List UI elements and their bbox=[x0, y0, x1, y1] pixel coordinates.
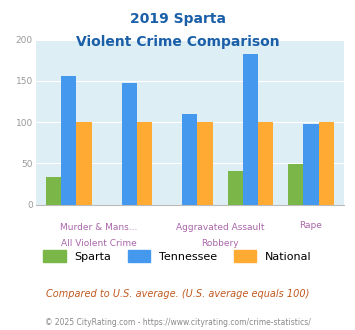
Bar bbox=[182, 114, 197, 205]
Bar bbox=[76, 122, 92, 205]
Text: All Violent Crime: All Violent Crime bbox=[61, 239, 137, 248]
Text: © 2025 CityRating.com - https://www.cityrating.com/crime-statistics/: © 2025 CityRating.com - https://www.city… bbox=[45, 318, 310, 327]
Text: Compared to U.S. average. (U.S. average equals 100): Compared to U.S. average. (U.S. average … bbox=[46, 289, 309, 299]
Text: Aggravated Assault: Aggravated Assault bbox=[176, 223, 264, 232]
Bar bbox=[46, 178, 61, 205]
Text: Robbery: Robbery bbox=[201, 239, 239, 248]
Text: Rape: Rape bbox=[300, 221, 322, 230]
Bar bbox=[197, 122, 213, 205]
Bar bbox=[288, 164, 304, 205]
Bar bbox=[122, 83, 137, 205]
Bar bbox=[228, 171, 243, 205]
Bar bbox=[319, 122, 334, 205]
Bar bbox=[243, 53, 258, 205]
Text: Violent Crime Comparison: Violent Crime Comparison bbox=[76, 35, 279, 49]
Text: 2019 Sparta: 2019 Sparta bbox=[130, 12, 225, 25]
Bar bbox=[258, 122, 273, 205]
Bar bbox=[304, 124, 319, 205]
Bar bbox=[61, 76, 76, 205]
Legend: Sparta, Tennessee, National: Sparta, Tennessee, National bbox=[43, 250, 312, 262]
Bar bbox=[137, 122, 152, 205]
Text: Murder & Mans...: Murder & Mans... bbox=[60, 223, 138, 232]
